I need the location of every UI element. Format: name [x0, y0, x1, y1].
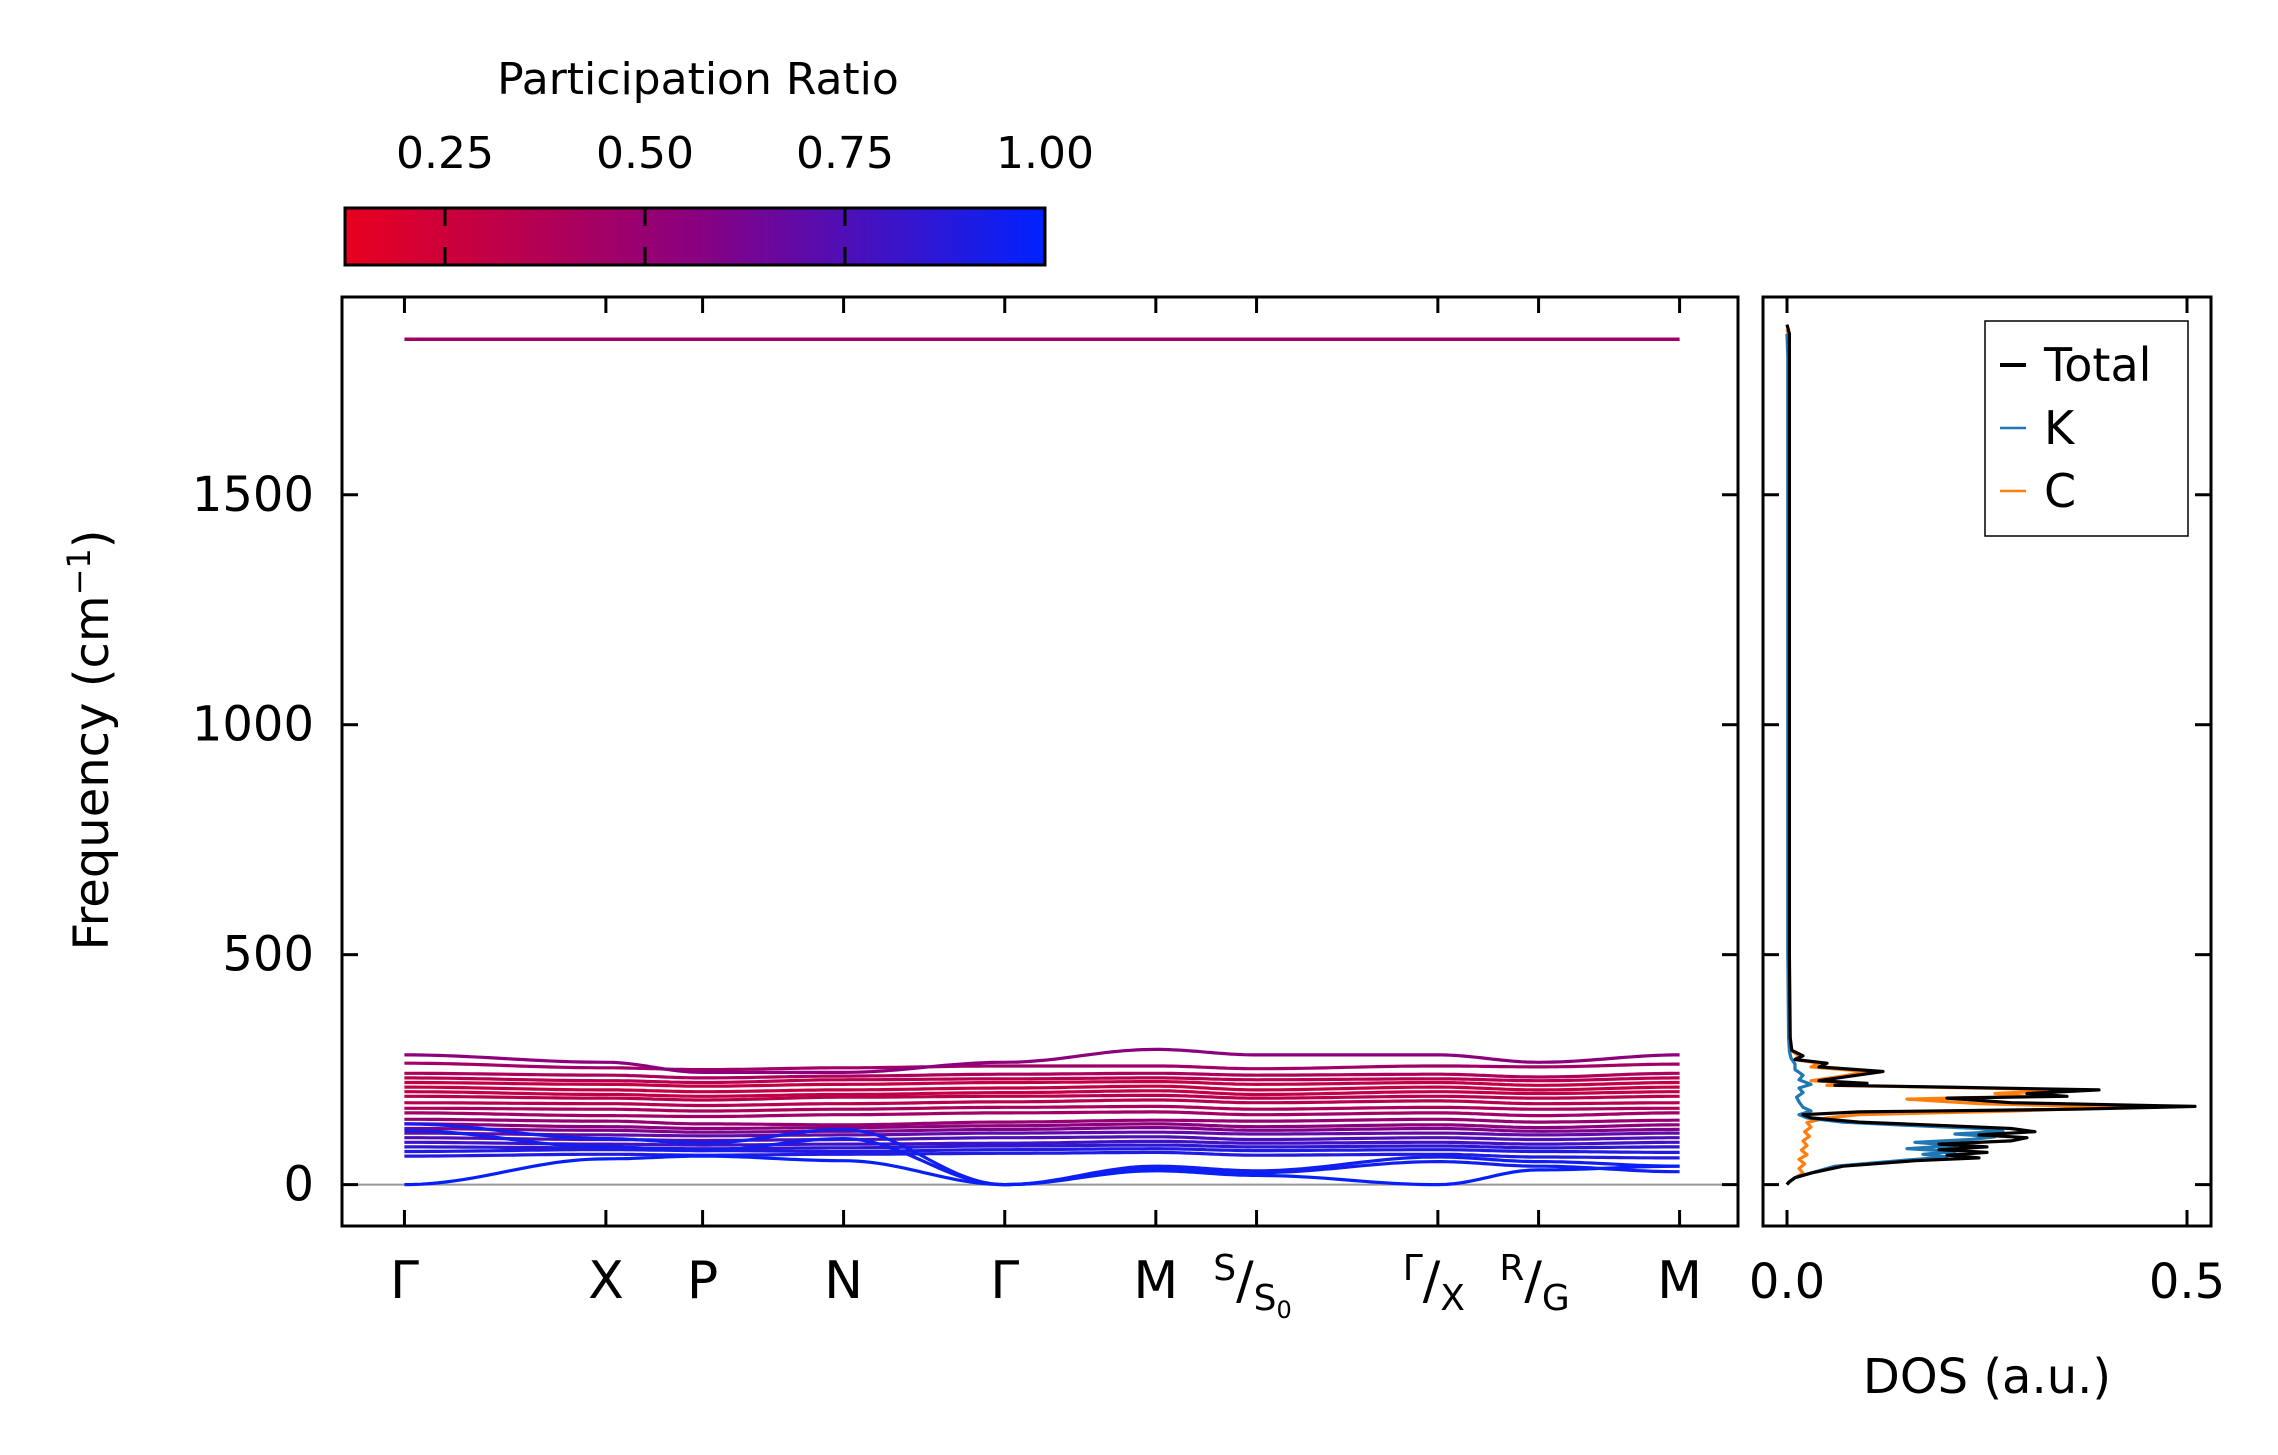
y-tick-label: 1500 — [192, 467, 314, 523]
phonon-band — [404, 1076, 1680, 1085]
dos-panel: 0.0 0.5 DOS (a.u.) Total KC — [1749, 295, 2225, 1405]
kpoint-label: N — [824, 1251, 863, 1311]
colorbar-tick-label: 0.25 — [396, 128, 494, 179]
kpoint-label: M — [1133, 1251, 1178, 1311]
phonon-band — [404, 1126, 1680, 1134]
dos-curve-total — [1785, 324, 2197, 1186]
phonon-band — [404, 1089, 1680, 1098]
legend-label: C — [2044, 464, 2076, 518]
kpoint-label: Γ — [990, 1251, 1019, 1311]
kpoint-label: P — [687, 1251, 718, 1311]
y-tick-label: 500 — [222, 927, 314, 983]
kpoint-label: X — [588, 1251, 624, 1311]
phonon-band — [404, 1117, 1680, 1127]
phonon-band — [404, 1098, 1680, 1108]
kpoint-label-compound: Γ/X — [1403, 1248, 1465, 1319]
legend-label: Total — [2043, 338, 2151, 392]
kpoint-label: Γ — [390, 1251, 419, 1311]
dos-x-tick-label: 0.5 — [2149, 1254, 2225, 1310]
kpoint-label-compound: S/S0 — [1213, 1248, 1292, 1324]
y-axis-label: Frequency (cm−1) — [60, 529, 120, 950]
phonon-band — [404, 1093, 1680, 1102]
y-tick-label: 0 — [283, 1157, 314, 1213]
dos-curve-k — [1785, 333, 2005, 1186]
dos-frame — [1761, 295, 2213, 1228]
phonon-band — [404, 1110, 1680, 1119]
phonon-band — [404, 1061, 1680, 1072]
colorbar-gradient — [343, 206, 1047, 267]
phonon-band — [404, 1122, 1680, 1131]
dos-legend: Total KC — [1984, 320, 2189, 537]
colorbar: Participation Ratio 0.25 0.50 0.75 1.00 — [343, 54, 1094, 267]
phonon-band — [404, 1047, 1680, 1074]
dos-x-axis-label: DOS (a.u.) — [1863, 1349, 2111, 1405]
colorbar-tick-label: 0.50 — [596, 128, 694, 179]
y-tick-label: 1000 — [192, 697, 314, 753]
kpoint-label-compound: R/G — [1499, 1248, 1569, 1319]
colorbar-tick-label: 1.00 — [996, 128, 1094, 179]
band-structure-panel: 0 500 1000 1500 Γ X P N Γ M S/S0 Γ/X R/G M Frequency… — [60, 295, 1740, 1324]
legend-label: K — [2044, 401, 2076, 455]
phonon-band — [404, 1080, 1680, 1088]
phonon-band — [404, 1150, 1680, 1160]
dos-x-tick-label: 0.0 — [1749, 1254, 1825, 1310]
kpoint-label: M — [1657, 1251, 1702, 1311]
phonon-band — [404, 1139, 1680, 1147]
phonon-band — [404, 1084, 1680, 1094]
colorbar-title: Participation Ratio — [497, 54, 899, 105]
colorbar-tick-label: 0.75 — [796, 128, 894, 179]
band-structure-frame — [340, 295, 1740, 1228]
phonon-band — [404, 1154, 1680, 1187]
phonon-band — [404, 1071, 1680, 1080]
phonon-band — [404, 1130, 1680, 1138]
phonon-band — [404, 1104, 1680, 1113]
